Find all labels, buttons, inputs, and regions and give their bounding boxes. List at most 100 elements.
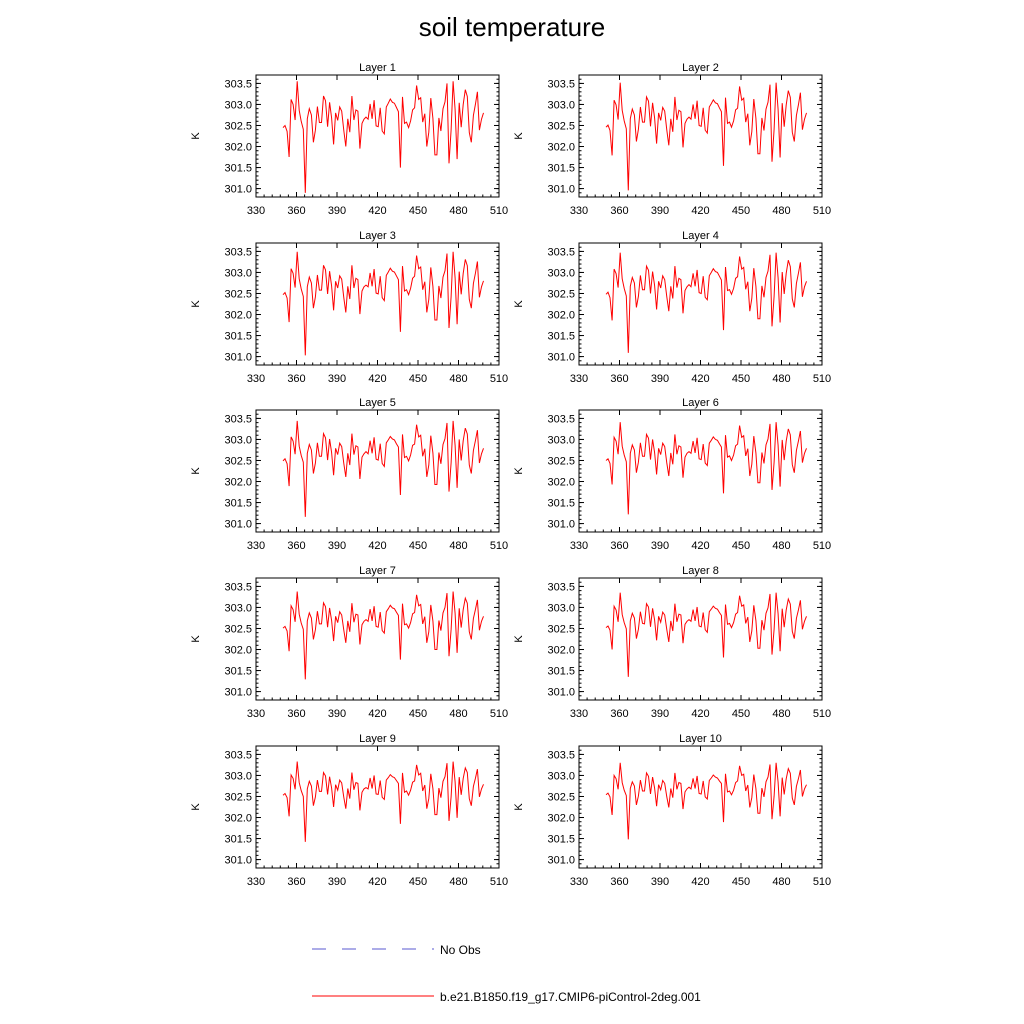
y-tick-label: 302.0 bbox=[547, 813, 575, 825]
plot-frame bbox=[578, 745, 823, 869]
y-tick-label: 302.0 bbox=[547, 310, 575, 322]
x-tick-label: 450 bbox=[732, 876, 750, 888]
y-axis-label: K bbox=[513, 132, 525, 140]
x-tick-label: 510 bbox=[813, 540, 831, 552]
plot-frame bbox=[255, 745, 500, 869]
series-line-model bbox=[605, 252, 807, 353]
y-tick-label: 303.5 bbox=[547, 749, 575, 761]
x-tick-label: 450 bbox=[409, 708, 427, 720]
x-tick-label: 390 bbox=[651, 540, 669, 552]
x-tick-label: 480 bbox=[772, 876, 790, 888]
x-tick-label: 390 bbox=[651, 373, 669, 385]
y-tick-label: 303.5 bbox=[224, 246, 252, 258]
y-tick-label: 303.0 bbox=[547, 99, 575, 111]
plot-frame bbox=[578, 242, 823, 366]
y-tick-label: 302.5 bbox=[547, 791, 575, 803]
y-tick-label: 302.5 bbox=[224, 455, 252, 467]
y-tick-label: 302.5 bbox=[224, 120, 252, 132]
x-tick-label: 390 bbox=[328, 708, 346, 720]
y-tick-label: 302.5 bbox=[547, 288, 575, 300]
panel-title: Layer 6 bbox=[682, 397, 719, 409]
series-line-model bbox=[282, 761, 484, 842]
y-tick-label: 302.0 bbox=[224, 310, 252, 322]
y-axis-label: K bbox=[190, 300, 202, 308]
y-axis-label: K bbox=[190, 803, 202, 811]
x-tick-label: 480 bbox=[449, 708, 467, 720]
x-tick-label: 420 bbox=[368, 876, 386, 888]
x-tick-label: 510 bbox=[490, 205, 508, 217]
panel-title: Layer 7 bbox=[359, 565, 396, 577]
x-tick-label: 360 bbox=[287, 540, 305, 552]
panel-title: Layer 8 bbox=[682, 565, 719, 577]
y-tick-label: 301.0 bbox=[547, 184, 575, 196]
y-tick-label: 303.0 bbox=[547, 602, 575, 614]
y-tick-label: 302.5 bbox=[224, 623, 252, 635]
x-tick-label: 390 bbox=[651, 205, 669, 217]
x-tick-label: 480 bbox=[449, 540, 467, 552]
y-tick-label: 303.0 bbox=[224, 99, 252, 111]
y-tick-label: 301.0 bbox=[224, 855, 252, 867]
plot-frame bbox=[578, 577, 823, 701]
x-tick-label: 450 bbox=[732, 205, 750, 217]
x-tick-label: 510 bbox=[490, 876, 508, 888]
x-tick-label: 450 bbox=[409, 205, 427, 217]
x-tick-label: 420 bbox=[691, 373, 709, 385]
plot-frame bbox=[255, 242, 500, 366]
x-tick-label: 420 bbox=[368, 540, 386, 552]
x-tick-label: 390 bbox=[651, 708, 669, 720]
y-tick-label: 302.5 bbox=[224, 288, 252, 300]
y-tick-label: 302.5 bbox=[547, 120, 575, 132]
x-tick-label: 420 bbox=[691, 540, 709, 552]
y-tick-label: 301.5 bbox=[224, 331, 252, 343]
y-tick-label: 303.0 bbox=[547, 434, 575, 446]
panel-layer-3: Layer 3 330 360 390 420 450 480 510 301.0 301.5 30… bbox=[190, 230, 508, 385]
x-tick-label: 420 bbox=[368, 205, 386, 217]
y-axis-label: K bbox=[190, 132, 202, 140]
x-tick-label: 510 bbox=[490, 373, 508, 385]
x-tick-label: 360 bbox=[610, 373, 628, 385]
x-tick-label: 330 bbox=[247, 876, 265, 888]
y-axis-label: K bbox=[513, 635, 525, 643]
y-tick-label: 301.0 bbox=[224, 687, 252, 699]
panel-title: Layer 3 bbox=[359, 230, 396, 242]
y-tick-label: 301.5 bbox=[547, 163, 575, 175]
x-tick-label: 330 bbox=[247, 373, 265, 385]
x-tick-label: 510 bbox=[813, 708, 831, 720]
x-tick-label: 420 bbox=[691, 708, 709, 720]
y-tick-label: 302.0 bbox=[224, 477, 252, 489]
plot-frame bbox=[578, 74, 823, 198]
y-tick-label: 301.0 bbox=[224, 352, 252, 364]
y-tick-label: 303.0 bbox=[224, 434, 252, 446]
x-tick-label: 510 bbox=[490, 708, 508, 720]
x-tick-label: 480 bbox=[772, 205, 790, 217]
x-tick-label: 360 bbox=[610, 876, 628, 888]
series-line-model bbox=[605, 82, 807, 191]
x-tick-label: 360 bbox=[287, 373, 305, 385]
x-tick-label: 450 bbox=[732, 373, 750, 385]
x-tick-label: 390 bbox=[328, 373, 346, 385]
series-line-model bbox=[282, 591, 484, 680]
y-tick-label: 302.5 bbox=[224, 791, 252, 803]
y-tick-label: 303.0 bbox=[547, 267, 575, 279]
panel-layer-9: Layer 9 330 360 390 420 450 480 510 301.0 301.5 30… bbox=[190, 733, 508, 888]
legend-label-obs: No Obs bbox=[440, 943, 481, 957]
y-axis-label: K bbox=[190, 467, 202, 475]
y-axis-label: K bbox=[513, 300, 525, 308]
y-tick-label: 301.5 bbox=[224, 834, 252, 846]
x-tick-label: 480 bbox=[449, 205, 467, 217]
x-tick-label: 390 bbox=[328, 876, 346, 888]
x-tick-label: 480 bbox=[449, 876, 467, 888]
y-tick-label: 301.5 bbox=[224, 498, 252, 510]
series-line-model bbox=[605, 422, 807, 515]
y-tick-label: 301.0 bbox=[547, 352, 575, 364]
y-tick-label: 302.0 bbox=[547, 142, 575, 154]
x-tick-label: 330 bbox=[247, 205, 265, 217]
x-tick-label: 330 bbox=[247, 708, 265, 720]
x-tick-label: 450 bbox=[732, 708, 750, 720]
panel-layer-6: Layer 6 330 360 390 420 450 480 510 301.0 301.5 30… bbox=[513, 397, 831, 552]
x-tick-label: 450 bbox=[409, 540, 427, 552]
legend-label-model: b.e21.B1850.f19_g17.CMIP6-piControl-2deg… bbox=[440, 990, 701, 1004]
x-tick-label: 420 bbox=[368, 708, 386, 720]
x-tick-label: 390 bbox=[651, 876, 669, 888]
